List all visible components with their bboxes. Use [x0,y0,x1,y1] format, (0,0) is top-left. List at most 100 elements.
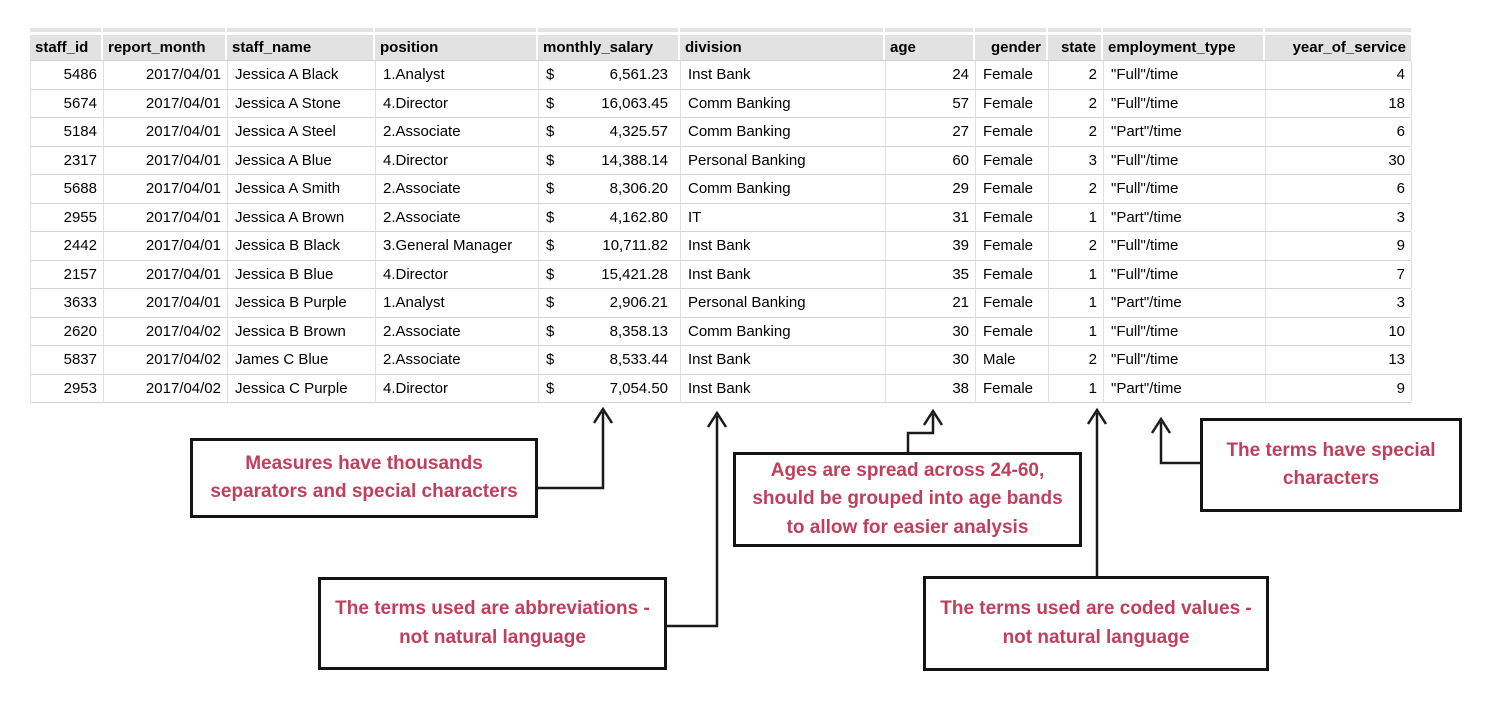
cell-staff_id[interactable]: 5688 [31,175,104,203]
cell-state[interactable]: 1 [1049,203,1104,231]
header-cell-staff_id[interactable]: staff_id [30,35,103,60]
cell-monthly_salary[interactable]: $14,388.14 [539,146,681,174]
header-cell-report_month[interactable]: report_month [103,35,227,60]
cell-gender[interactable]: Female [976,374,1049,402]
cell-employment_type[interactable]: "Part"/time [1104,203,1266,231]
cell-report_month[interactable]: 2017/04/01 [104,175,228,203]
cell-gender[interactable]: Female [976,146,1049,174]
cell-division[interactable]: Comm Banking [681,175,886,203]
cell-monthly_salary[interactable]: $8,358.13 [539,317,681,345]
cell-year_of_service[interactable]: 6 [1266,118,1412,146]
cell-year_of_service[interactable]: 7 [1266,260,1412,288]
cell-state[interactable]: 2 [1049,61,1104,89]
cell-staff_name[interactable]: Jessica B Purple [228,289,376,317]
cell-monthly_salary[interactable]: $8,533.44 [539,346,681,374]
cell-employment_type[interactable]: "Full"/time [1104,260,1266,288]
cell-staff_name[interactable]: James C Blue [228,346,376,374]
cell-monthly_salary[interactable]: $8,306.20 [539,175,681,203]
cell-year_of_service[interactable]: 13 [1266,346,1412,374]
cell-staff_id[interactable]: 2953 [31,374,104,402]
cell-year_of_service[interactable]: 3 [1266,203,1412,231]
cell-staff_name[interactable]: Jessica C Purple [228,374,376,402]
cell-position[interactable]: 2.Associate [376,317,539,345]
cell-position[interactable]: 4.Director [376,146,539,174]
cell-employment_type[interactable]: "Part"/time [1104,374,1266,402]
cell-staff_name[interactable]: Jessica B Black [228,232,376,260]
cell-staff_id[interactable]: 2157 [31,260,104,288]
cell-staff_id[interactable]: 2317 [31,146,104,174]
cell-state[interactable]: 1 [1049,317,1104,345]
cell-monthly_salary[interactable]: $16,063.45 [539,89,681,117]
cell-position[interactable]: 2.Associate [376,203,539,231]
cell-staff_id[interactable]: 2442 [31,232,104,260]
cell-division[interactable]: Comm Banking [681,317,886,345]
cell-year_of_service[interactable]: 30 [1266,146,1412,174]
cell-employment_type[interactable]: "Full"/time [1104,346,1266,374]
cell-staff_name[interactable]: Jessica B Blue [228,260,376,288]
cell-gender[interactable]: Female [976,260,1049,288]
cell-age[interactable]: 39 [886,232,976,260]
cell-monthly_salary[interactable]: $10,711.82 [539,232,681,260]
cell-report_month[interactable]: 2017/04/01 [104,232,228,260]
cell-state[interactable]: 2 [1049,175,1104,203]
cell-age[interactable]: 24 [886,61,976,89]
cell-position[interactable]: 2.Associate [376,346,539,374]
cell-report_month[interactable]: 2017/04/02 [104,317,228,345]
header-cell-employment_type[interactable]: employment_type [1103,35,1265,60]
cell-staff_name[interactable]: Jessica A Smith [228,175,376,203]
cell-age[interactable]: 60 [886,146,976,174]
cell-state[interactable]: 2 [1049,118,1104,146]
cell-year_of_service[interactable]: 3 [1266,289,1412,317]
cell-staff_id[interactable]: 5184 [31,118,104,146]
cell-report_month[interactable]: 2017/04/01 [104,203,228,231]
cell-state[interactable]: 1 [1049,260,1104,288]
cell-staff_id[interactable]: 5837 [31,346,104,374]
cell-position[interactable]: 4.Director [376,89,539,117]
cell-staff_id[interactable]: 3633 [31,289,104,317]
cell-gender[interactable]: Female [976,118,1049,146]
cell-position[interactable]: 1.Analyst [376,61,539,89]
cell-gender[interactable]: Female [976,317,1049,345]
cell-division[interactable]: Inst Bank [681,346,886,374]
cell-employment_type[interactable]: "Full"/time [1104,232,1266,260]
cell-report_month[interactable]: 2017/04/01 [104,146,228,174]
cell-age[interactable]: 57 [886,89,976,117]
cell-staff_name[interactable]: Jessica A Stone [228,89,376,117]
cell-report_month[interactable]: 2017/04/02 [104,346,228,374]
cell-employment_type[interactable]: "Part"/time [1104,118,1266,146]
cell-division[interactable]: IT [681,203,886,231]
header-cell-staff_name[interactable]: staff_name [227,35,375,60]
cell-year_of_service[interactable]: 18 [1266,89,1412,117]
cell-staff_id[interactable]: 5486 [31,61,104,89]
cell-gender[interactable]: Female [976,89,1049,117]
cell-state[interactable]: 2 [1049,232,1104,260]
cell-report_month[interactable]: 2017/04/01 [104,289,228,317]
cell-year_of_service[interactable]: 10 [1266,317,1412,345]
cell-position[interactable]: 4.Director [376,374,539,402]
cell-age[interactable]: 21 [886,289,976,317]
cell-gender[interactable]: Female [976,61,1049,89]
cell-position[interactable]: 4.Director [376,260,539,288]
cell-position[interactable]: 1.Analyst [376,289,539,317]
cell-age[interactable]: 35 [886,260,976,288]
cell-staff_name[interactable]: Jessica A Steel [228,118,376,146]
cell-report_month[interactable]: 2017/04/01 [104,89,228,117]
cell-gender[interactable]: Female [976,175,1049,203]
cell-age[interactable]: 30 [886,317,976,345]
cell-monthly_salary[interactable]: $6,561.23 [539,61,681,89]
cell-division[interactable]: Comm Banking [681,89,886,117]
cell-division[interactable]: Inst Bank [681,260,886,288]
cell-state[interactable]: 2 [1049,89,1104,117]
cell-year_of_service[interactable]: 9 [1266,232,1412,260]
cell-age[interactable]: 29 [886,175,976,203]
cell-year_of_service[interactable]: 9 [1266,374,1412,402]
cell-staff_id[interactable]: 2620 [31,317,104,345]
cell-year_of_service[interactable]: 6 [1266,175,1412,203]
cell-staff_name[interactable]: Jessica A Blue [228,146,376,174]
cell-monthly_salary[interactable]: $4,325.57 [539,118,681,146]
cell-state[interactable]: 3 [1049,146,1104,174]
cell-state[interactable]: 2 [1049,346,1104,374]
cell-age[interactable]: 31 [886,203,976,231]
header-cell-division[interactable]: division [680,35,885,60]
cell-staff_name[interactable]: Jessica A Brown [228,203,376,231]
